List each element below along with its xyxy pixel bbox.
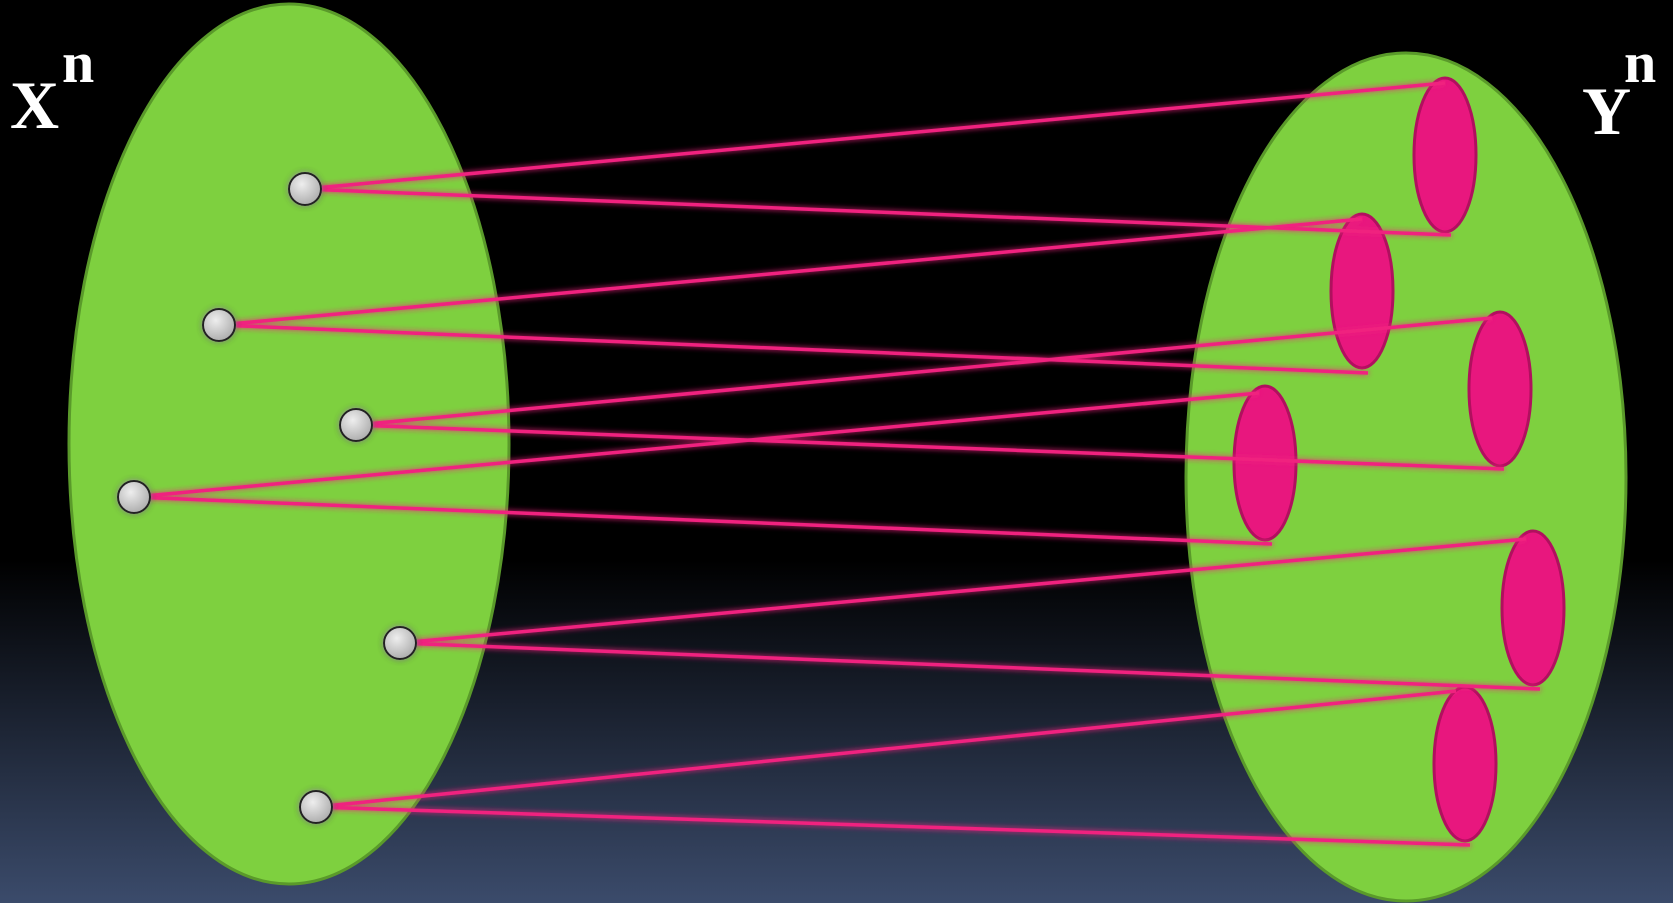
- mapping-line: [315, 689, 1457, 809]
- mapping-line: [218, 217, 1363, 327]
- images: [1232, 76, 1566, 843]
- mapping-line: [133, 391, 1260, 499]
- mapping-line: [315, 805, 1471, 847]
- mapping-line: [399, 537, 1527, 645]
- image-region: [1500, 529, 1566, 687]
- mapping-line: [399, 641, 1541, 691]
- image-region: [1467, 310, 1533, 468]
- point: [383, 626, 417, 660]
- point: [288, 172, 322, 206]
- mappings: [133, 81, 1541, 847]
- mapping-line: [133, 495, 1273, 546]
- left-set: [67, 2, 511, 886]
- image-region: [1432, 685, 1498, 843]
- point: [339, 408, 373, 442]
- mapping-line: [355, 316, 1493, 427]
- mapping-line: [218, 323, 1369, 375]
- mapping-line: [355, 423, 1505, 471]
- image-region: [1232, 384, 1298, 542]
- point: [299, 790, 333, 824]
- set-superscript: n: [62, 30, 94, 95]
- set-label: Y: [1582, 73, 1631, 149]
- point: [117, 480, 151, 514]
- mapping-line: [304, 81, 1446, 191]
- points: [117, 172, 417, 824]
- image-region: [1412, 76, 1478, 234]
- set-superscript: n: [1624, 30, 1656, 95]
- point: [202, 308, 236, 342]
- image-region: [1329, 212, 1395, 370]
- set-label: X: [10, 67, 59, 143]
